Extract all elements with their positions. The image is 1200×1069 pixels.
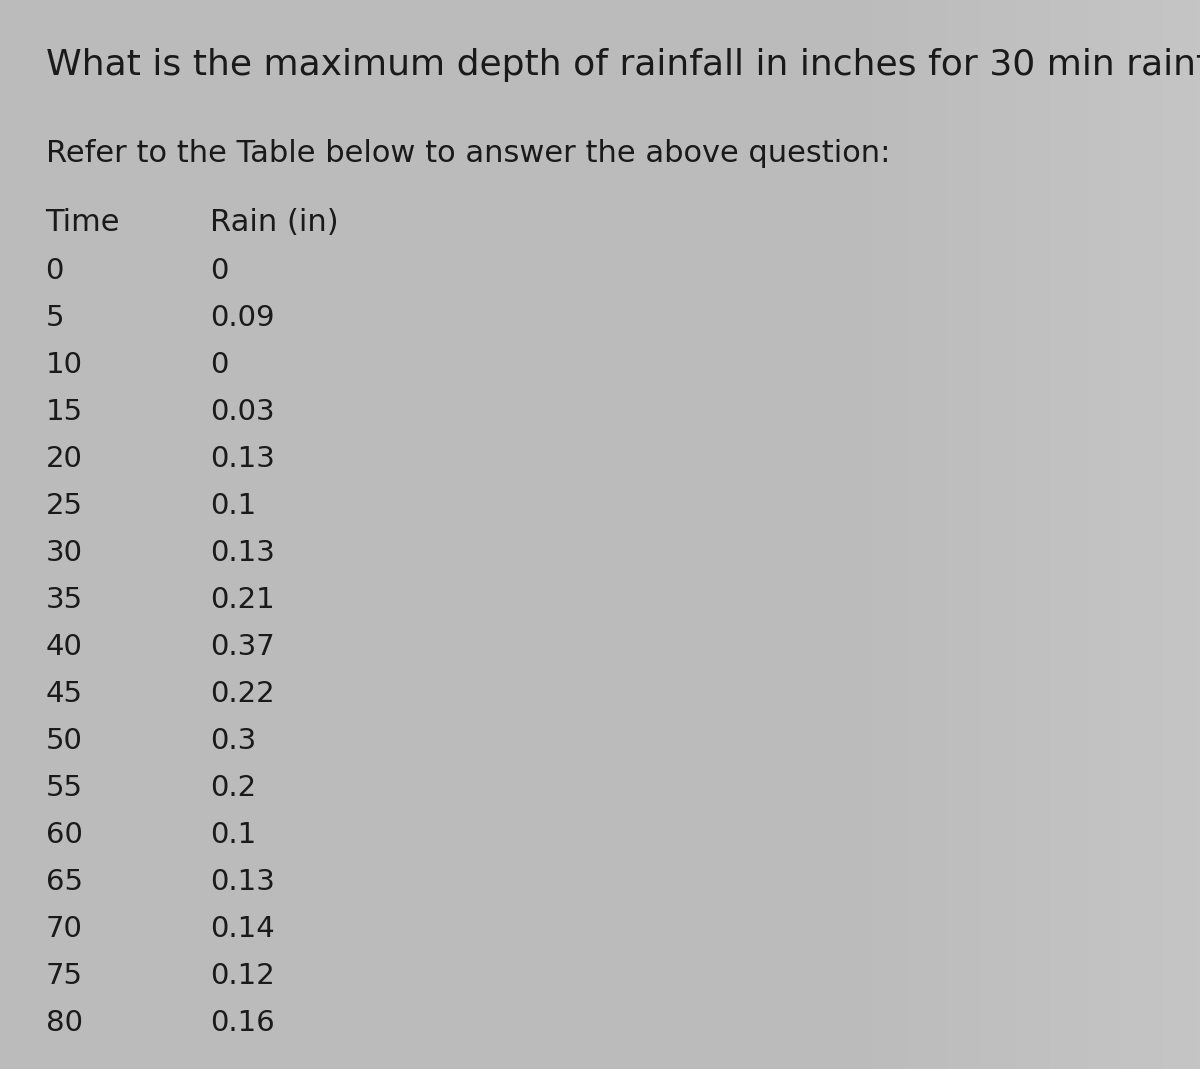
Text: 25: 25 [46,492,83,520]
Text: Rain (in): Rain (in) [210,208,338,237]
Text: 50: 50 [46,727,83,755]
Text: What is the maximum depth of rainfall in inches for 30 min rainfall intensity?: What is the maximum depth of rainfall in… [46,48,1200,82]
Text: 0.21: 0.21 [210,586,275,614]
Text: 0.37: 0.37 [210,633,275,661]
Text: 80: 80 [46,1009,83,1037]
Text: 0.12: 0.12 [210,962,275,990]
Text: 0: 0 [210,257,228,284]
Text: 0.2: 0.2 [210,774,256,802]
Text: 30: 30 [46,539,83,567]
Text: 55: 55 [46,774,83,802]
Text: 0.13: 0.13 [210,868,275,896]
Text: 15: 15 [46,398,83,425]
Text: 45: 45 [46,680,83,708]
Text: 0.03: 0.03 [210,398,275,425]
Text: 60: 60 [46,821,83,849]
Text: 0.1: 0.1 [210,821,257,849]
Text: 5: 5 [46,304,64,331]
Text: 75: 75 [46,962,83,990]
Text: 10: 10 [46,351,83,378]
Text: 0.09: 0.09 [210,304,275,331]
Text: 0.1: 0.1 [210,492,257,520]
Text: 20: 20 [46,445,83,472]
Text: 35: 35 [46,586,83,614]
Text: Time: Time [46,208,120,237]
Text: 0.16: 0.16 [210,1009,275,1037]
Text: 0: 0 [210,351,228,378]
Text: 65: 65 [46,868,83,896]
Text: 70: 70 [46,915,83,943]
Text: 40: 40 [46,633,83,661]
Text: 0.22: 0.22 [210,680,275,708]
Text: 0.13: 0.13 [210,445,275,472]
Text: Refer to the Table below to answer the above question:: Refer to the Table below to answer the a… [46,139,890,168]
Text: 0.3: 0.3 [210,727,257,755]
Text: 0: 0 [46,257,64,284]
Text: 0.13: 0.13 [210,539,275,567]
Text: 0.14: 0.14 [210,915,275,943]
